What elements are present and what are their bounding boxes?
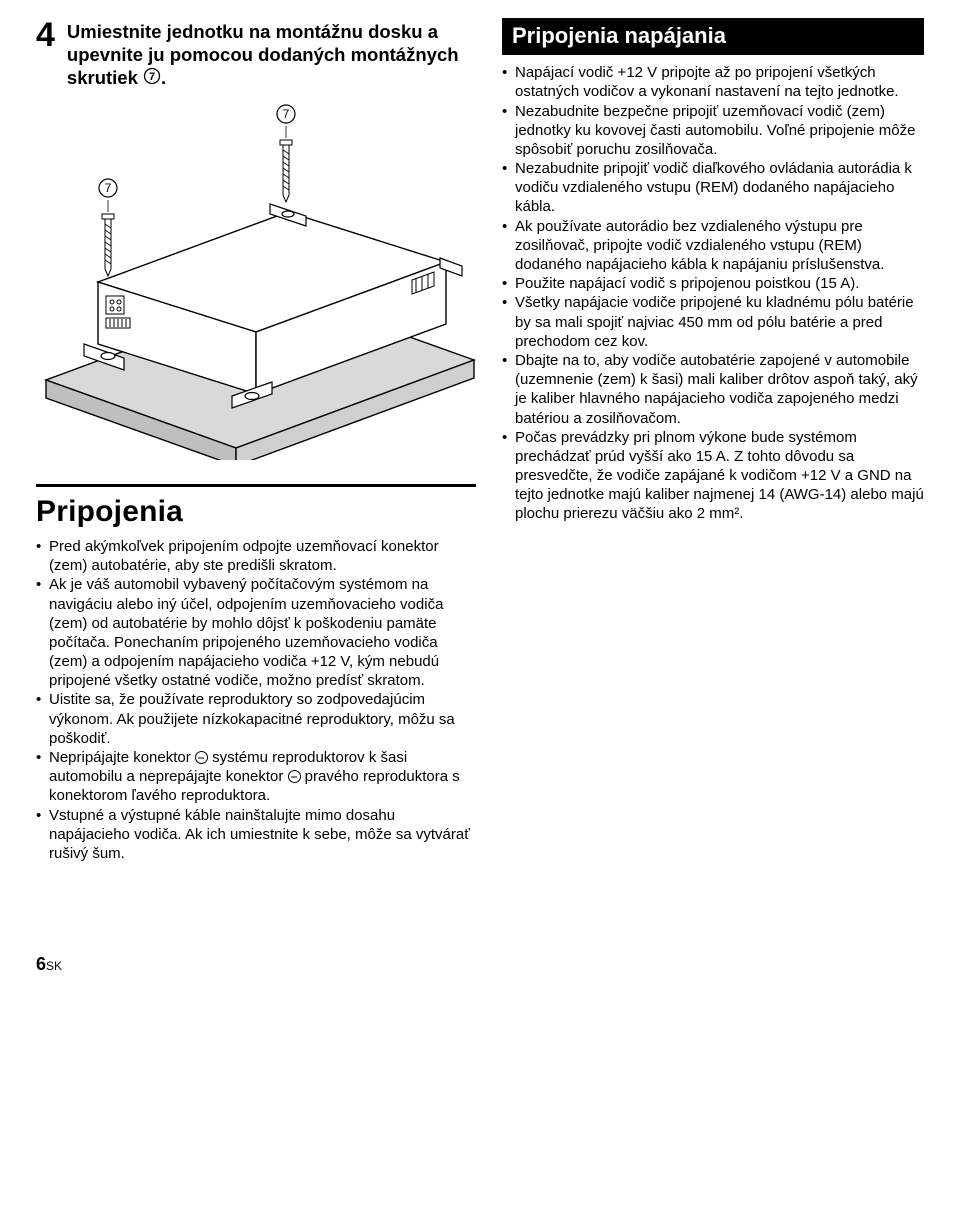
svg-text:7: 7 [149,71,155,83]
list-item: Všetky napájacie vodiče pripojené ku kla… [502,293,924,351]
list-item: Počas prevádzky pri plnom výkone bude sy… [502,428,924,524]
page-lang: SK [46,959,62,973]
list-text: Nezabudnite pripojiť vodič diaľkového ov… [515,160,912,215]
two-column-layout: 4 Umiestnite jednotku na montážnu dosku … [36,18,924,863]
step-text-before: Umiestnite jednotku na montážnu dosku a … [67,21,459,88]
list-item: Ak je váš automobil vybavený počítačovým… [36,575,476,690]
list-item: Nezabudnite bezpečne pripojiť uzemňovací… [502,102,924,160]
list-text: Nezabudnite bezpečne pripojiť uzemňovací… [515,103,915,158]
step-text-after: . [161,67,166,88]
list-item: Nezabudnite pripojiť vodič diaľkového ov… [502,159,924,217]
list-text: Vstupné a výstupné káble nainštalujte mi… [49,807,470,862]
mounting-diagram: 7 7 [36,100,476,465]
list-item: Dbajte na to, aby vodiče autobatérie zap… [502,351,924,428]
list-item: Použite napájací vodič s pripojenou pois… [502,274,924,293]
divider [36,484,476,487]
minus-icon [195,751,208,764]
power-connections-heading: Pripojenia napájania [502,18,924,55]
svg-text:7: 7 [105,181,112,195]
list-text: Všetky napájacie vodiče pripojené ku kla… [515,294,914,349]
page-number: 6 [36,954,46,974]
minus-icon [288,770,301,783]
list-item: Vstupné a výstupné káble nainštalujte mi… [36,806,476,864]
list-text: Napájací vodič +12 V pripojte až po prip… [515,64,899,100]
list-item: Uistite sa, že používate reproduktory so… [36,690,476,748]
list-text: Nepripájajte konektor systému reprodukto… [49,749,460,804]
connections-heading: Pripojenia [36,493,476,531]
list-text: Dbajte na to, aby vodiče autobatérie zap… [515,352,918,427]
list-text: Uistite sa, že používate reproduktory so… [49,691,455,746]
left-column: 4 Umiestnite jednotku na montážnu dosku … [36,18,476,863]
list-item: Ak používate autorádio bez vzdialeného v… [502,217,924,275]
step-4: 4 Umiestnite jednotku na montážnu dosku … [36,18,476,90]
step-text: Umiestnite jednotku na montážnu dosku a … [67,18,476,90]
list-item: Nepripájajte konektor systému reprodukto… [36,748,476,806]
list-text: Ak je váš automobil vybavený počítačovým… [49,576,443,689]
list-text: Pred akýmkoľvek pripojením odpojte uzemň… [49,538,439,574]
screw-ref-icon: 7 [143,67,161,90]
power-connections-list: Napájací vodič +12 V pripojte až po prip… [502,63,924,524]
list-item: Napájací vodič +12 V pripojte až po prip… [502,63,924,101]
list-text: Použite napájací vodič s pripojenou pois… [515,275,859,292]
step-number: 4 [36,18,55,90]
list-item: Pred akýmkoľvek pripojením odpojte uzemň… [36,537,476,575]
page-footer: 6SK [36,953,924,976]
connections-list: Pred akýmkoľvek pripojením odpojte uzemň… [36,537,476,863]
svg-text:7: 7 [283,107,290,121]
list-text: Počas prevádzky pri plnom výkone bude sy… [515,429,924,523]
list-text: Ak používate autorádio bez vzdialeného v… [515,218,884,273]
right-column: Pripojenia napájania Napájací vodič +12 … [502,18,924,863]
